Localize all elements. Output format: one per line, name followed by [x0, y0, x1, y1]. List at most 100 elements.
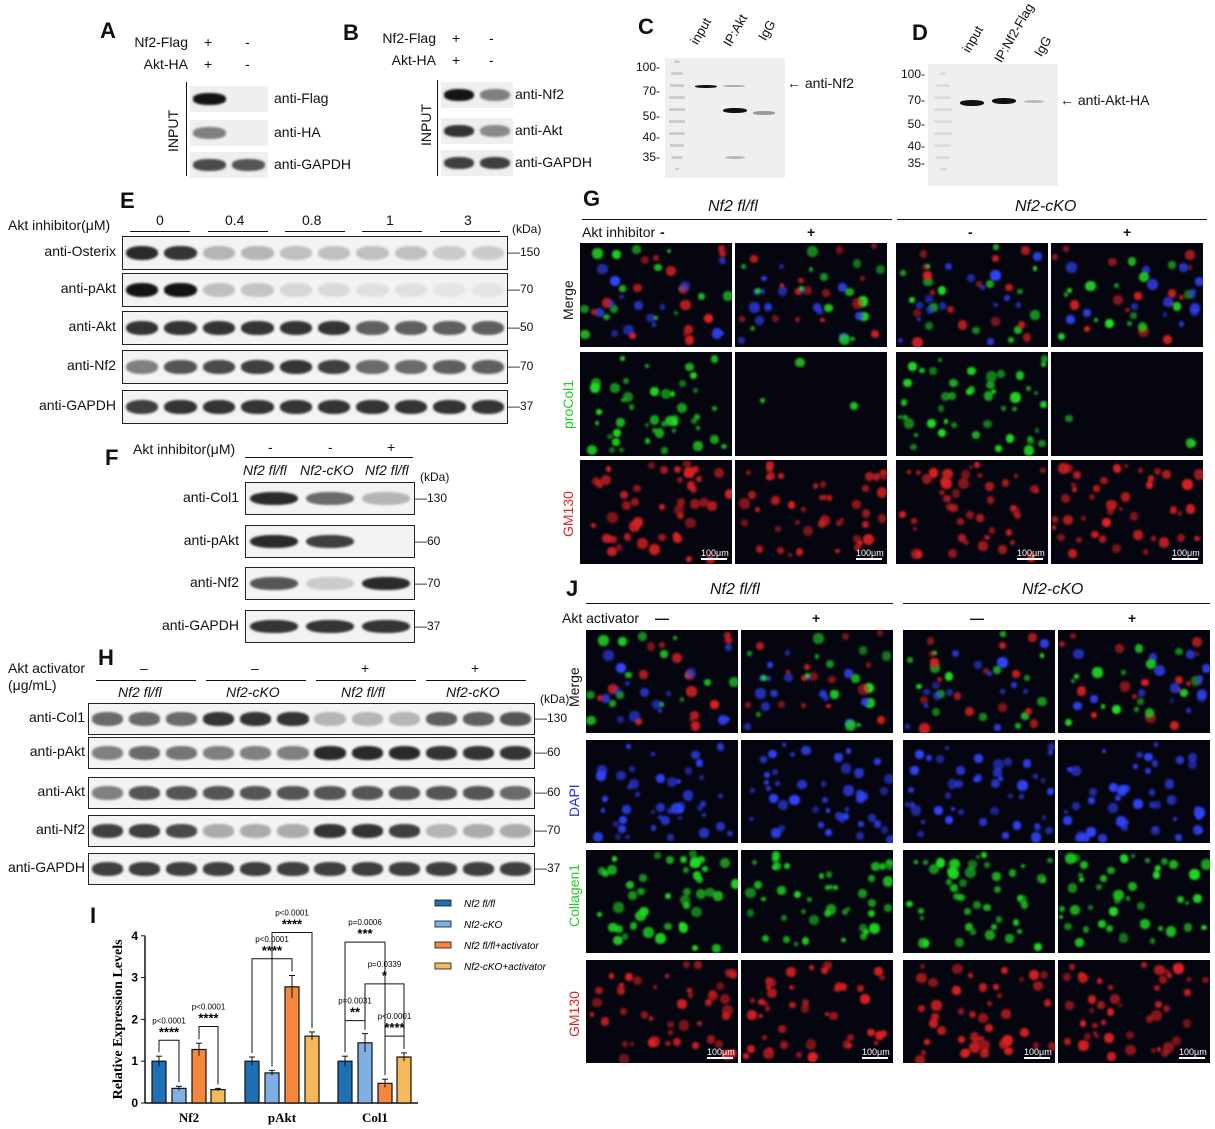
band [499, 746, 532, 760]
cell [650, 415, 660, 425]
cell [648, 1016, 654, 1021]
cell [753, 880, 762, 889]
cell [703, 314, 713, 324]
cell [615, 662, 626, 673]
cell [983, 419, 992, 429]
cell [755, 711, 761, 718]
cell [1137, 689, 1145, 697]
cell [789, 794, 800, 805]
cell [957, 320, 968, 330]
cell [697, 292, 705, 300]
cell [615, 924, 623, 933]
cell [1110, 993, 1121, 1004]
band [394, 282, 428, 298]
cell [1032, 266, 1037, 271]
cell [1158, 974, 1168, 984]
cell [1036, 874, 1046, 884]
cell [685, 362, 694, 372]
cell [617, 716, 625, 724]
band [241, 282, 274, 298]
cell [1185, 650, 1195, 660]
cell [1066, 315, 1075, 324]
band [306, 534, 354, 549]
cell [761, 702, 770, 711]
cell [608, 922, 618, 933]
cell [986, 380, 995, 390]
cell [908, 362, 917, 371]
band [433, 320, 466, 336]
blot-row [245, 567, 415, 600]
cell [696, 875, 704, 883]
cell [657, 708, 663, 713]
band [202, 320, 236, 336]
sign: + [807, 224, 816, 240]
cell [726, 830, 733, 837]
bar [337, 1060, 353, 1104]
cell [821, 966, 829, 975]
band [164, 359, 197, 375]
cell [858, 311, 869, 322]
band [425, 862, 457, 876]
cell [686, 686, 697, 697]
cell [947, 779, 958, 789]
cell [682, 960, 691, 969]
cell [906, 656, 913, 663]
cell [1178, 263, 1188, 273]
panel-label-b: B [343, 20, 359, 45]
cell [1069, 632, 1076, 640]
cell [922, 688, 930, 696]
cell [835, 519, 842, 526]
blot-label: anti-GAPDH [274, 156, 352, 172]
divider [437, 80, 438, 176]
cell [634, 717, 642, 725]
cell [763, 303, 772, 312]
cell [639, 670, 648, 680]
bar [171, 1087, 187, 1104]
cell [997, 993, 1003, 999]
cell [673, 505, 684, 516]
cell [762, 1034, 768, 1041]
cell [814, 654, 820, 659]
cell [1047, 743, 1055, 751]
cell [787, 501, 796, 509]
cell [1125, 308, 1130, 313]
cell [852, 259, 862, 269]
cell [1175, 756, 1184, 765]
cell [1075, 938, 1084, 947]
cell [883, 773, 893, 785]
cell [984, 482, 994, 492]
band [164, 245, 197, 261]
cell [1130, 853, 1136, 858]
cell [720, 443, 727, 450]
band [241, 399, 274, 415]
bar [210, 1089, 226, 1104]
cell [989, 270, 1001, 282]
x-tick-label: pAkt [268, 1110, 297, 1125]
cell [660, 447, 668, 455]
sign: + [1123, 224, 1132, 240]
cell [980, 284, 986, 290]
cell [1118, 933, 1128, 943]
cell [915, 1054, 926, 1063]
blot-row [122, 273, 508, 307]
cell [669, 391, 676, 397]
arrow-label: ← anti-Nf2 [787, 75, 854, 91]
cell [1004, 1046, 1013, 1056]
cell [778, 1025, 787, 1033]
band [394, 359, 428, 375]
underline [130, 231, 190, 232]
significance-stars: **** [384, 1020, 405, 1035]
cell [1069, 964, 1075, 970]
underline [903, 603, 1210, 604]
legend-label: Nf2 fl/fl [464, 899, 496, 910]
cell [628, 765, 636, 773]
cell [1000, 630, 1007, 637]
cell [801, 703, 807, 709]
cell [728, 677, 738, 688]
cell [1004, 758, 1012, 766]
cell [1058, 332, 1066, 341]
cell [959, 878, 968, 888]
cell [929, 651, 936, 657]
cell [749, 997, 755, 1003]
cell [633, 484, 641, 492]
